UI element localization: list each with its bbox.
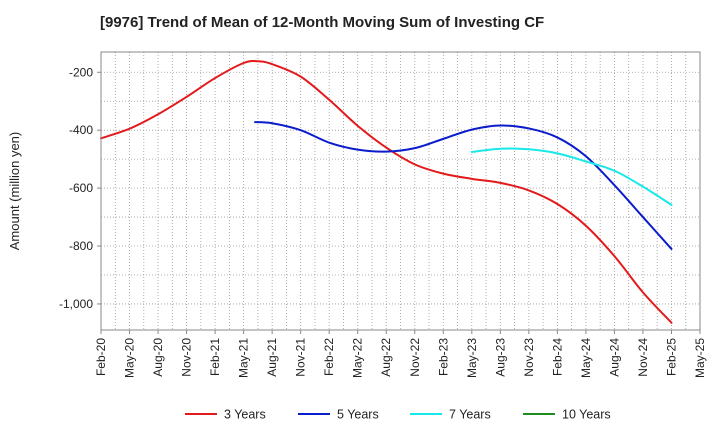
chart-title: [9976] Trend of Mean of 12-Month Moving …	[100, 14, 544, 31]
y-tick-label: -1,000	[59, 297, 93, 311]
y-tick-label: -400	[69, 123, 93, 137]
legend-label-5-years: 5 Years	[337, 408, 379, 422]
x-tick-label: May-21	[237, 338, 251, 378]
x-tick-label: Nov-21	[294, 338, 308, 377]
x-tick-label: Aug-23	[493, 338, 507, 377]
x-tick-label: May-23	[465, 338, 479, 378]
x-tick-label: Aug-20	[151, 338, 165, 377]
y-axis-label: Amount (million yen)	[7, 132, 22, 251]
grid	[101, 52, 700, 330]
x-tick-label: Feb-20	[94, 338, 108, 376]
x-tick-label: Nov-22	[408, 338, 422, 377]
legend-label-7-years: 7 Years	[449, 408, 491, 422]
y-tick-label: -600	[69, 181, 93, 195]
x-tick-label: Nov-23	[522, 338, 536, 377]
y-axis-ticks: -200 -400 -600 -800 -1,000	[59, 65, 101, 311]
legend-label-10-years: 10 Years	[562, 408, 611, 422]
x-tick-label: Nov-24	[636, 338, 650, 377]
legend: 3 Years 5 Years 7 Years 10 Years	[185, 408, 611, 422]
x-tick-label: May-24	[579, 338, 593, 378]
x-tick-label: Feb-22	[322, 338, 336, 376]
x-tick-label: Feb-21	[208, 338, 222, 376]
y-tick-label: -200	[69, 65, 93, 79]
series-line-3-years	[100, 59, 673, 324]
x-tick-label: May-20	[123, 338, 137, 378]
series-line-7-years	[470, 147, 673, 206]
x-tick-label: Aug-21	[265, 338, 279, 377]
y-tick-label: -800	[69, 239, 93, 253]
x-tick-label: Aug-22	[379, 338, 393, 377]
x-axis-ticks: Feb-20 May-20 Aug-20 Nov-20 Feb-21 May-21 Aug-…	[94, 330, 707, 378]
x-tick-label: Nov-20	[180, 338, 194, 377]
series-line-5-years	[254, 121, 673, 250]
x-tick-label: Aug-24	[607, 338, 621, 377]
plot-frame	[100, 51, 701, 331]
legend-label-3-years: 3 Years	[224, 408, 266, 422]
x-tick-label: May-25	[693, 338, 707, 378]
x-tick-label: Feb-24	[550, 338, 564, 376]
x-tick-label: Feb-25	[664, 338, 678, 376]
series-lines	[100, 59, 673, 324]
x-tick-label: May-22	[351, 338, 365, 378]
x-tick-label: Feb-23	[436, 338, 450, 376]
